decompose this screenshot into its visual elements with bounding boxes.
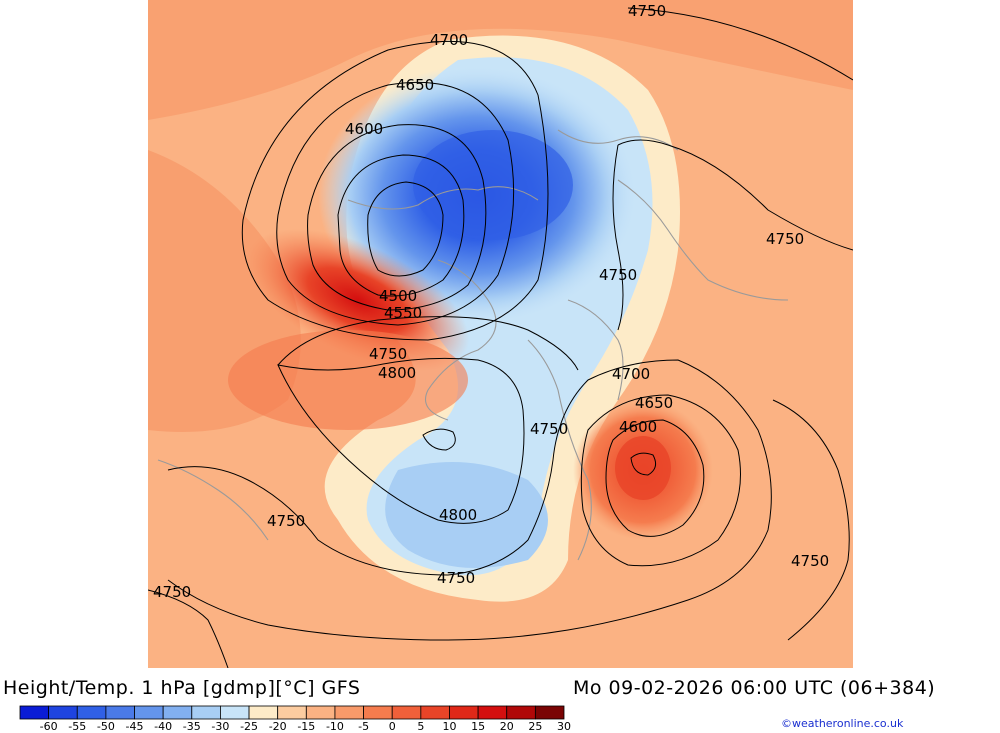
contour-label: 4800 xyxy=(439,506,477,524)
contour-label: 4600 xyxy=(345,120,383,138)
legend-swatch xyxy=(277,705,307,720)
contour-label: 4650 xyxy=(635,394,673,412)
cold-zone-south xyxy=(385,462,548,568)
coastlines xyxy=(157,129,789,561)
legend-swatch xyxy=(19,705,50,720)
legend-tick-label: -45 xyxy=(125,720,144,733)
contour-labels: 4750 4700 4650 4600 4750 4750 4500 4550 … xyxy=(153,2,829,601)
legend-swatch xyxy=(506,705,536,720)
legend-tick-label: 10 xyxy=(442,720,457,733)
contour-label: 4750 xyxy=(530,420,568,438)
legend-swatch xyxy=(477,705,508,720)
iceland-outline xyxy=(422,428,456,451)
contour-label: 4750 xyxy=(766,230,804,248)
legend-tick-label: -30 xyxy=(211,720,230,733)
height-contours xyxy=(148,7,853,668)
legend-swatch xyxy=(76,705,107,720)
contour-label: 4500 xyxy=(379,287,417,305)
legend-tick-label: -20 xyxy=(268,720,287,733)
warm-zone-west xyxy=(228,330,468,430)
contour-label: 4750 xyxy=(599,266,637,284)
legend-swatch xyxy=(305,705,336,720)
cold-pool-core xyxy=(413,130,573,240)
legend-tick-label: 20 xyxy=(499,720,514,733)
contour-label: 4750 xyxy=(791,552,829,570)
contour-label: 4750 xyxy=(369,345,407,363)
legend-swatch xyxy=(48,705,78,720)
legend-swatch xyxy=(363,705,393,720)
contour-label: 4750 xyxy=(437,569,475,587)
warm-band-north xyxy=(148,0,853,120)
hot-band xyxy=(246,228,470,372)
map-panel: 4750 4700 4650 4600 4750 4750 4500 4550 … xyxy=(148,0,853,668)
legend-swatch xyxy=(420,705,450,720)
legend-swatch xyxy=(334,705,364,720)
valid-time: Mo 09-02-2026 06:00 UTC (06+384) xyxy=(573,677,936,699)
legend-tick-label: -5 xyxy=(358,720,370,733)
legend-tick-label: -60 xyxy=(39,720,58,733)
legend-swatch xyxy=(534,705,565,720)
legend-tick-label: -25 xyxy=(240,720,259,733)
legend-tick-label: -35 xyxy=(182,720,201,733)
legend-swatch xyxy=(105,705,135,720)
contour-label: 4750 xyxy=(267,512,305,530)
legend-swatch xyxy=(134,705,164,720)
legend-swatch xyxy=(162,705,193,720)
legend-tick-label: -40 xyxy=(154,720,173,733)
legend-swatch xyxy=(391,705,422,720)
contour-label: 4550 xyxy=(384,304,422,322)
legend-swatch xyxy=(248,705,279,720)
contour-label: 4800 xyxy=(378,364,416,382)
legend-tick-label: 25 xyxy=(528,720,543,733)
legend-tick-label: -50 xyxy=(96,720,115,733)
map-title: Height/Temp. 1 hPa [gdmp][°C] GFS xyxy=(3,677,361,699)
legend-tick-label: 0 xyxy=(388,720,396,733)
legend-tick-label: 30 xyxy=(557,720,571,733)
copyright-text: ©weatheronline.co.uk xyxy=(781,717,904,730)
contour-label: 4750 xyxy=(153,583,191,601)
contour-label: 4750 xyxy=(628,2,666,20)
legend-tick-label: 5 xyxy=(417,720,425,733)
contour-label: 4650 xyxy=(396,76,434,94)
contour-label: 4700 xyxy=(430,31,468,49)
legend-tick-label: -10 xyxy=(325,720,344,733)
legend-swatch xyxy=(449,705,479,720)
legend-tick-label: -55 xyxy=(68,720,87,733)
legend-tick-label: 15 xyxy=(471,720,486,733)
legend-swatch xyxy=(220,705,250,720)
contour-label: 4600 xyxy=(619,418,657,436)
legend-tick-label: -15 xyxy=(297,720,316,733)
contour-label: 4700 xyxy=(612,365,650,383)
warm-core-center xyxy=(615,436,671,500)
color-legend xyxy=(18,705,566,725)
legend-swatch xyxy=(191,705,221,720)
